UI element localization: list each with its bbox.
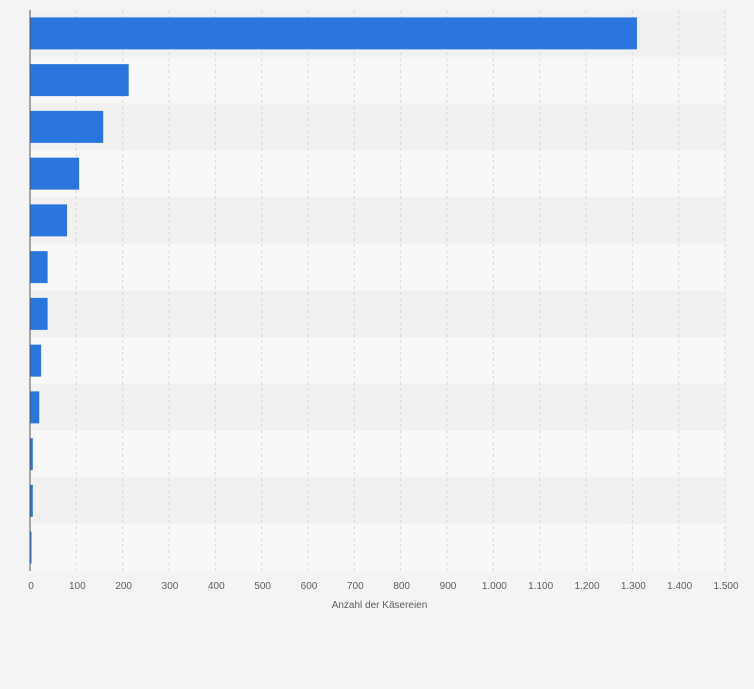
bar	[30, 484, 33, 517]
bar	[30, 531, 32, 564]
bar	[30, 344, 42, 377]
row-band	[30, 337, 725, 384]
x-tick-label: 1.400	[667, 581, 692, 592]
x-tick-label: 1.200	[574, 581, 599, 592]
row-band	[30, 290, 725, 338]
x-tick-label: 700	[347, 581, 364, 592]
bar	[30, 157, 80, 190]
row-band	[30, 56, 725, 104]
x-tick-label: 900	[440, 581, 457, 592]
x-tick-label: 1.300	[621, 581, 646, 592]
x-tick-label: 300	[162, 581, 179, 592]
bar	[30, 64, 129, 97]
row-band	[30, 197, 725, 244]
row-band	[30, 103, 725, 151]
bar	[30, 391, 40, 424]
bars	[30, 17, 637, 564]
x-tick-label: 600	[301, 581, 318, 592]
row-band	[30, 150, 725, 197]
bar	[30, 110, 104, 143]
x-tick-label: 500	[254, 581, 271, 592]
bar	[30, 204, 68, 237]
x-tick-label: 0	[28, 581, 34, 592]
x-tick-label: 800	[393, 581, 410, 592]
bar	[30, 17, 637, 50]
bar	[30, 251, 48, 284]
x-tick-label: 1.100	[528, 581, 553, 592]
x-axis-ticks: 0 100 200 300 400 500 600 700 800 900 1.000 1.100 1.…	[28, 581, 739, 592]
x-tick-label: 200	[115, 581, 132, 592]
row-band	[30, 524, 725, 571]
bar	[30, 438, 33, 471]
bar	[30, 297, 48, 330]
row-band	[30, 430, 725, 478]
x-tick-label: 1.500	[713, 581, 738, 592]
x-axis-title: Anzahl der Käsereien	[332, 600, 428, 611]
row-band	[30, 384, 725, 431]
row-bands	[30, 10, 725, 571]
x-tick-label: 400	[208, 581, 225, 592]
x-tick-label: 100	[69, 581, 86, 592]
x-tick-label: 1.000	[482, 581, 507, 592]
row-band	[30, 243, 725, 291]
row-band	[30, 477, 725, 525]
